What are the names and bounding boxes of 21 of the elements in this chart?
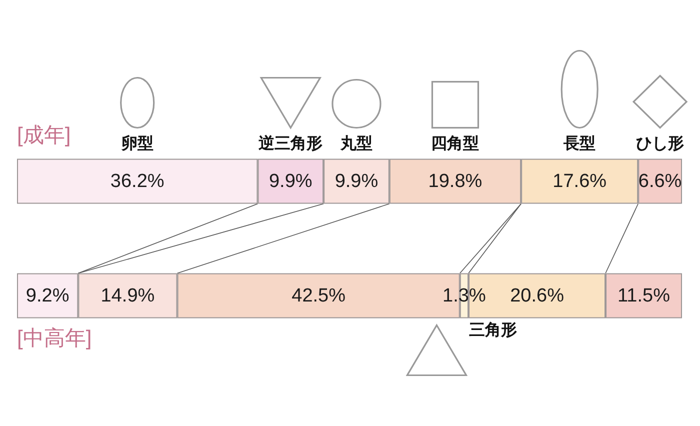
series-label: 四角型 [431, 134, 480, 152]
data-label: 17.6% [552, 170, 607, 192]
y-tick-label: [成年] [17, 124, 71, 147]
data-label: 36.2% [110, 170, 164, 192]
data-label: 9.9% [268, 170, 312, 192]
data-label: 19.8% [428, 170, 482, 192]
data-label: 6.6% [638, 170, 682, 192]
series-label: ひし形 [636, 134, 684, 152]
series-label: 三角形 [469, 320, 518, 339]
series-label: 卵型 [120, 134, 154, 152]
series-label: 逆三角形 [258, 134, 323, 152]
data-label: 9.9% [334, 170, 378, 192]
series-label: 丸型 [339, 134, 372, 152]
data-label: 14.9% [100, 285, 155, 306]
data-label: 1.3% [442, 285, 486, 306]
data-label: 20.6% [510, 285, 564, 306]
series-label: 長型 [562, 134, 596, 152]
data-label: 9.2% [26, 285, 70, 306]
data-label: 42.5% [292, 285, 346, 306]
y-tick-label: [中高年] [17, 326, 92, 350]
data-label: 11.5% [618, 285, 670, 306]
